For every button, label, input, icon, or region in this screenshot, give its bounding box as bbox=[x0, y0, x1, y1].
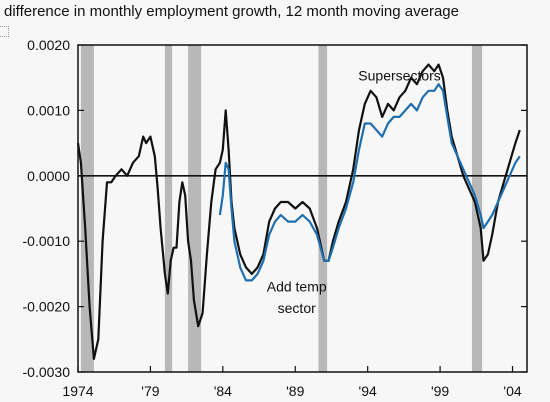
annotation-0: Supersectors bbox=[358, 67, 440, 83]
x-tick-label-5: '99 bbox=[431, 383, 449, 399]
series-line-0 bbox=[76, 63, 521, 360]
plot-frame bbox=[77, 44, 528, 373]
x-tick-label-4: '94 bbox=[359, 383, 377, 399]
y-tick-label-2: 0.0000 bbox=[27, 168, 70, 184]
chart-title: difference in monthly employment growth,… bbox=[4, 3, 459, 20]
x-tick-label-3: '89 bbox=[286, 383, 304, 399]
y-tick-label-4: -0.0020 bbox=[23, 299, 71, 315]
x-axis: 1974 '79 '84 '89 '94 '99 '04 bbox=[62, 366, 522, 399]
x-tick-label-2: '84 bbox=[214, 383, 232, 399]
annotation-1: Add temp bbox=[267, 279, 327, 295]
y-tick-label-1: 0.0010 bbox=[27, 102, 70, 118]
y-tick-label-0: 0.0020 bbox=[27, 37, 70, 53]
y-axis: 0.0020 0.0010 0.0000 -0.0010 -0.0020 -0.0030 bbox=[23, 37, 527, 380]
series-lines bbox=[76, 63, 521, 360]
x-tick-label-0: 1974 bbox=[62, 383, 93, 399]
y-tick-label-3: -0.0010 bbox=[23, 233, 71, 249]
series-line-1 bbox=[218, 83, 521, 282]
recession-band-1 bbox=[164, 45, 173, 372]
dotted-corner-icon bbox=[0, 26, 9, 37]
recession-bands bbox=[80, 45, 483, 372]
x-tick-label-1: '79 bbox=[141, 383, 159, 399]
annotations: Supersectors Add temp sector bbox=[267, 67, 441, 316]
x-tick-label-6: '04 bbox=[503, 383, 521, 399]
y-tick-label-5: -0.0030 bbox=[23, 364, 71, 380]
recession-band-3 bbox=[318, 45, 328, 372]
recession-band-2 bbox=[188, 45, 202, 372]
recession-band-0 bbox=[80, 45, 94, 372]
annotation-2: sector bbox=[278, 300, 316, 316]
